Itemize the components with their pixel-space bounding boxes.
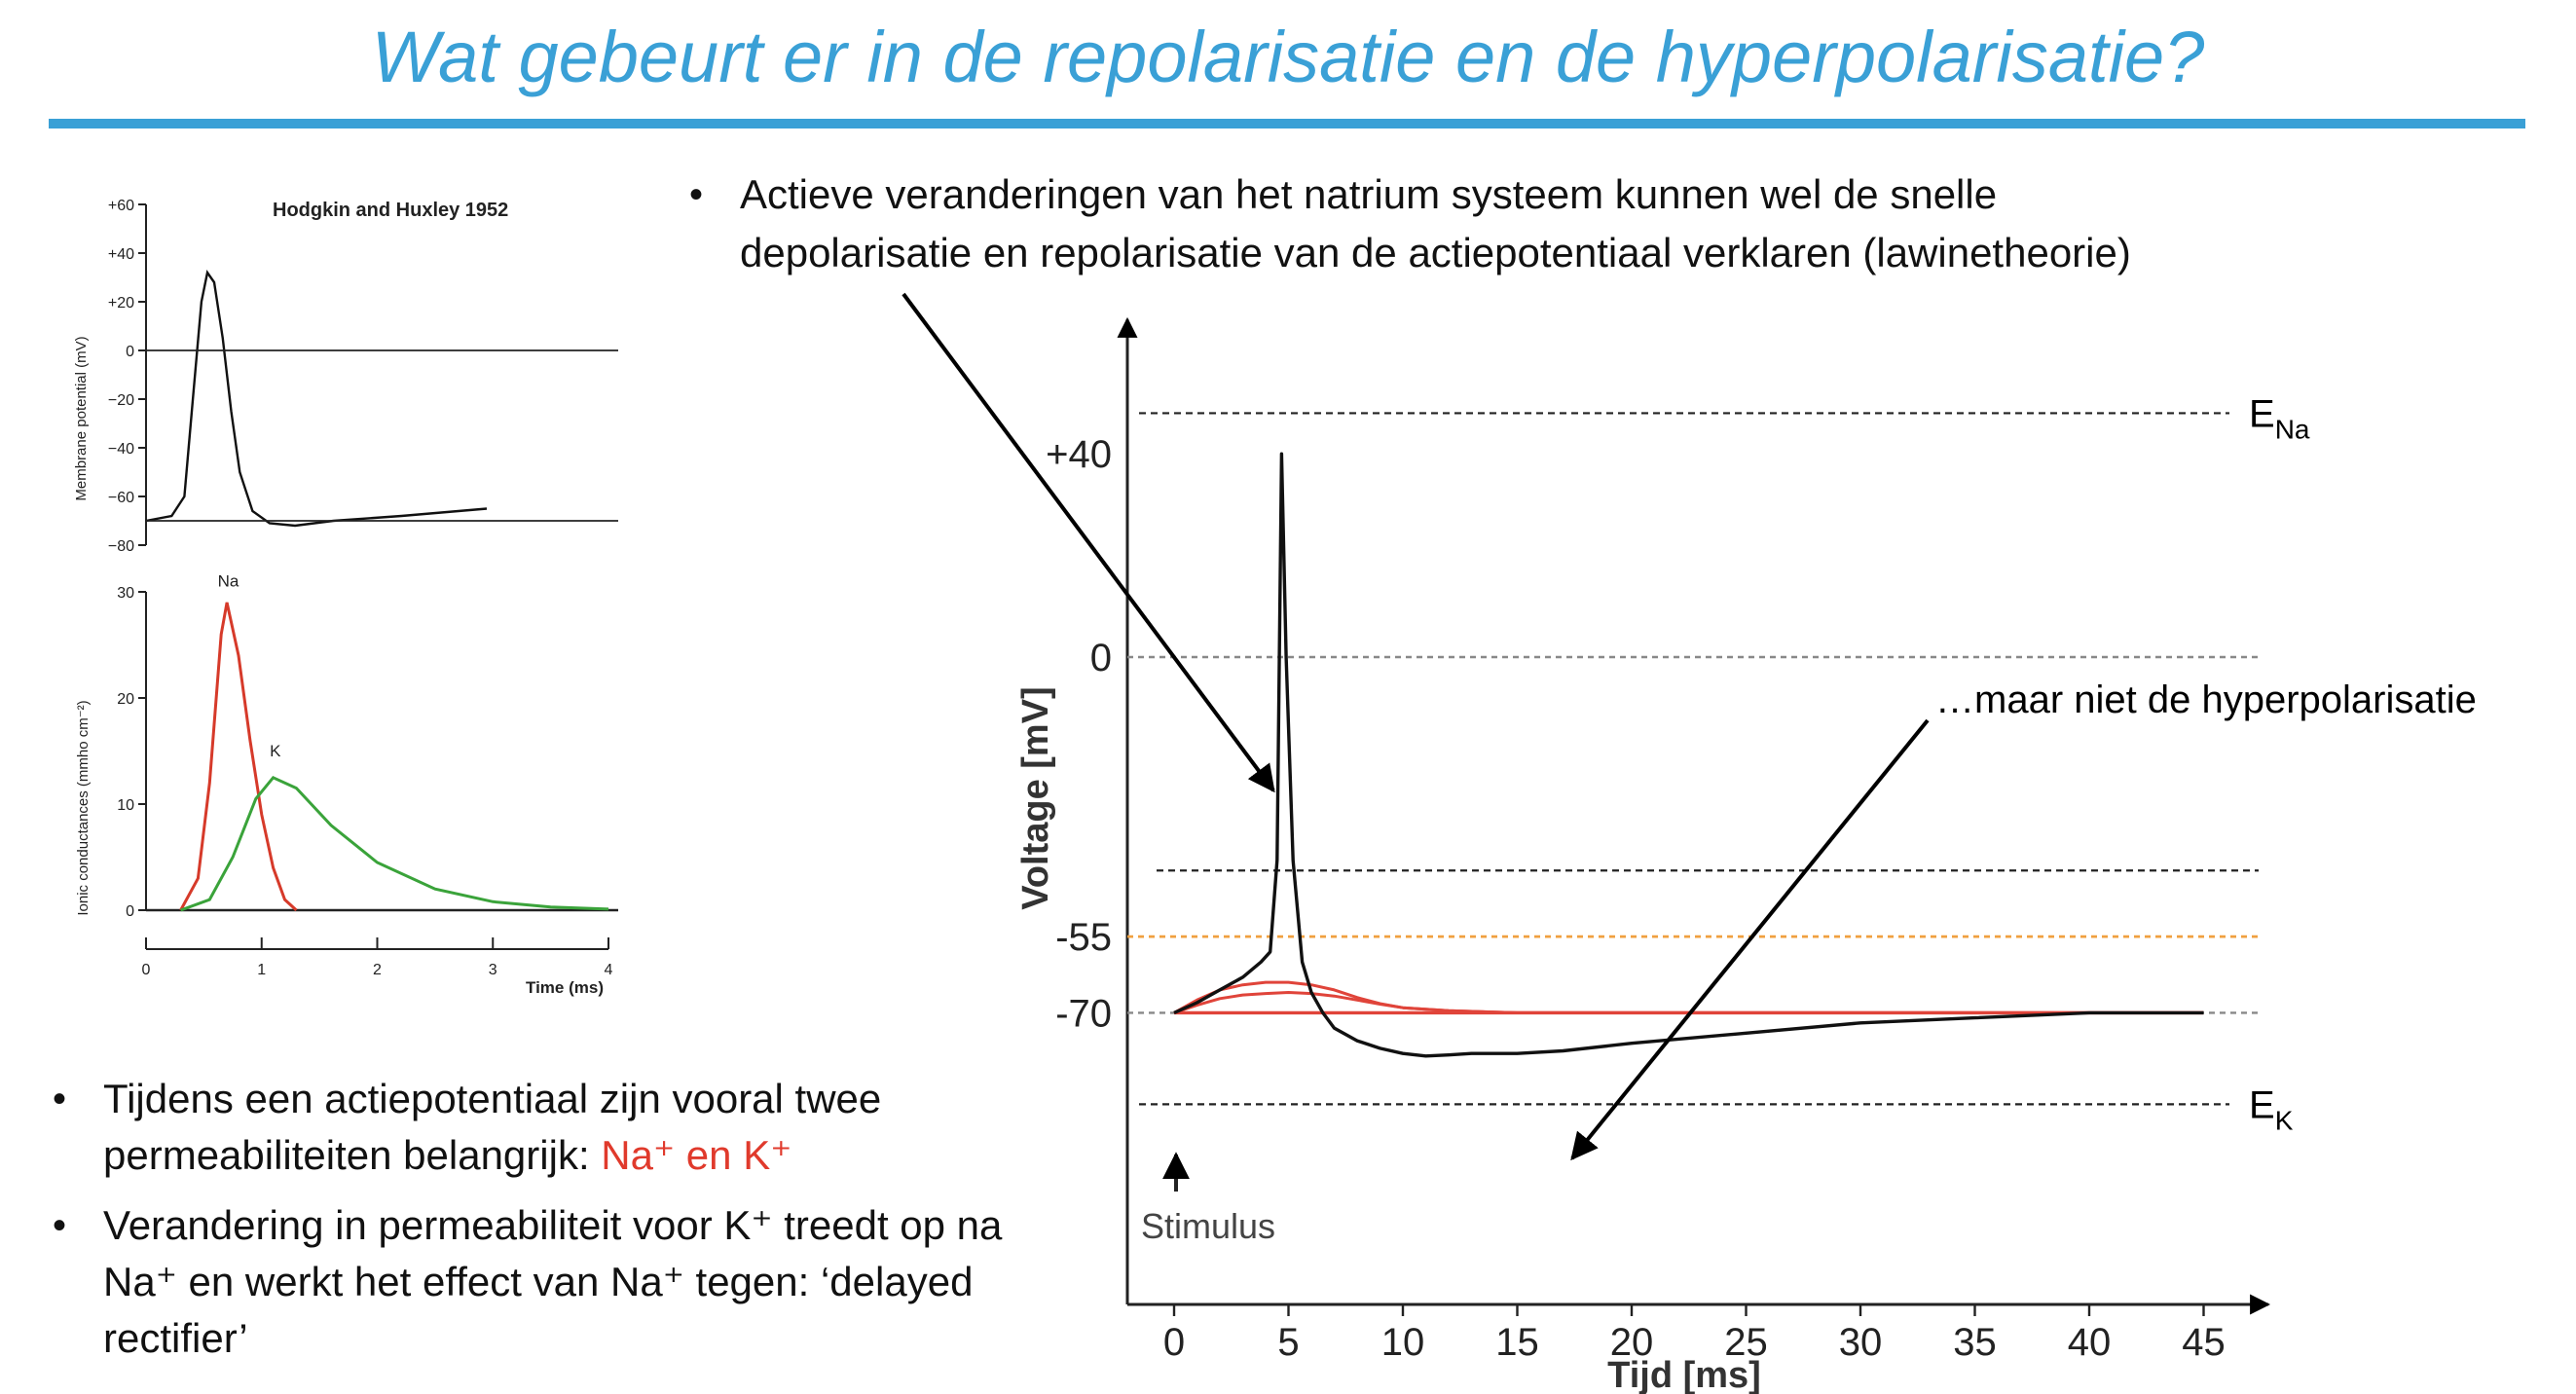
hh-na-label: Na xyxy=(218,572,239,591)
hh-bottom-y-tick-label: 0 xyxy=(126,903,134,920)
hh-bottom-ylabel: Ionic conductances (mmho cm⁻²) xyxy=(75,700,92,915)
hh-time-tick-label: 3 xyxy=(489,962,497,978)
ap-x-tick-label: 0 xyxy=(1163,1321,1185,1364)
hh-k-conductance-line xyxy=(180,775,609,912)
ap-x-tick-label: 10 xyxy=(1381,1321,1425,1364)
slide-title: Wat gebeurt er in de repolarisatie en de… xyxy=(371,17,2205,97)
hh-bottom-y-tick-label: 10 xyxy=(117,797,134,814)
ap-ylabel: Voltage [mV] xyxy=(1015,686,1056,909)
ap-x-tick-label: 15 xyxy=(1495,1321,1539,1364)
hh-membrane-potential-trace xyxy=(145,270,488,528)
ap-x-tick-label: 20 xyxy=(1610,1321,1654,1364)
top-bullet-line-2: depolarisatie en repolarisatie van de ac… xyxy=(740,230,2131,275)
ap-x-tick-label: 45 xyxy=(2182,1321,2226,1364)
ap-x-tick-label: 25 xyxy=(1724,1321,1768,1364)
hh-time-tick-label: 0 xyxy=(142,962,151,978)
ap-y-tick-label: +40 xyxy=(1046,433,1112,476)
hh-na-conductance-line xyxy=(179,602,298,912)
hh-top-ylabel: Membrane potential (mV) xyxy=(73,336,90,500)
bullet-delayed-rectifier: • Verandering in permeabiliteit voor K⁺ … xyxy=(49,1197,1003,1367)
hh-top-tick-label: +40 xyxy=(108,246,134,263)
hh-bottom-y-tick-label: 20 xyxy=(117,691,134,708)
equilibrium-label-na: ENa xyxy=(2249,392,2310,444)
hh-top-tick-label: −20 xyxy=(108,392,134,409)
hh-top-tick-label: +20 xyxy=(108,295,134,312)
hyperpolarisation-annotation-prefix: …maar xyxy=(1935,679,2074,721)
hodgkin-huxley-figure: Hodgkin and Huxley 1952 Membrane potenti… xyxy=(58,185,681,1061)
hh-top-tick-label: −40 xyxy=(108,441,134,458)
hh-time-tick-label: 4 xyxy=(605,962,613,978)
bullet-dot: • xyxy=(53,1204,67,1247)
hyperpolarisation-annotation-main: niet de hyperpolarisatie xyxy=(2074,679,2477,721)
subthreshold-trace-1 xyxy=(1173,980,2204,1014)
hh-bottom-y-tick-label: 30 xyxy=(117,585,134,602)
subthreshold-trace-2 xyxy=(1173,991,2204,1014)
ap-y-tick-label: -70 xyxy=(1055,992,1112,1035)
na-k-highlight: Na⁺ en K⁺ xyxy=(601,1132,792,1178)
hh-top-tick-label: 0 xyxy=(126,344,134,360)
hyperpolarisation-annotation: …maar niet de hyperpolarisatie xyxy=(1935,679,2477,721)
annotation-arrow-hyperpolarisation xyxy=(1570,718,1930,1161)
bullet-permeabilities-text: Tijdens een actiepotentiaal zijn vooral … xyxy=(103,1076,882,1178)
hh-top-tick-label: −60 xyxy=(108,490,134,506)
top-bullet: • Actieve veranderingen van het natrium … xyxy=(685,165,2340,282)
bullet-permeabilities: • Tijdens een actiepotentiaal zijn voora… xyxy=(49,1071,1003,1184)
hh-title: Hodgkin and Huxley 1952 xyxy=(273,200,508,221)
ap-y-tick-label: -55 xyxy=(1055,916,1112,959)
ap-y-tick-label: 0 xyxy=(1090,637,1112,679)
top-bullet-list: • Actieve veranderingen van het natrium … xyxy=(685,165,2340,282)
ap-x-tick-label: 40 xyxy=(2068,1321,2112,1364)
hh-top-tick-label: −80 xyxy=(108,538,134,555)
hh-time-tick-label: 1 xyxy=(257,962,266,978)
ap-x-tick-label: 30 xyxy=(1839,1321,1883,1364)
hh-k-label: K xyxy=(270,742,281,760)
bullet-delayed-rectifier-text: Verandering in permeabiliteit voor K⁺ tr… xyxy=(103,1202,1003,1361)
equilibrium-label-k: EK xyxy=(2249,1083,2294,1135)
bullet-dot: • xyxy=(689,173,704,216)
top-bullet-line-1: Actieve veranderingen van het natrium sy… xyxy=(740,171,1998,217)
hh-bottom-xlabel: Time (ms) xyxy=(526,978,604,997)
action-potential-trace xyxy=(1173,452,2204,1058)
ap-x-tick-label: 35 xyxy=(1953,1321,1997,1364)
bottom-bullet-list: • Tijdens een actiepotentiaal zijn voora… xyxy=(49,1071,1003,1380)
stimulus-label: Stimulus xyxy=(1141,1206,1275,1246)
title-underline xyxy=(49,119,2525,128)
ap-xlabel: Tijd [ms] xyxy=(1607,1355,1761,1394)
action-potential-chart: +40 0 -55 -70 0 5 10 15 20 25 30 35 40 45 Voltage [mV… xyxy=(1015,316,2477,1394)
hh-top-tick-label: +60 xyxy=(108,198,134,214)
ap-x-tick-label: 5 xyxy=(1277,1321,1299,1364)
hh-time-tick-label: 2 xyxy=(373,962,382,978)
bullet-dot: • xyxy=(53,1078,67,1120)
